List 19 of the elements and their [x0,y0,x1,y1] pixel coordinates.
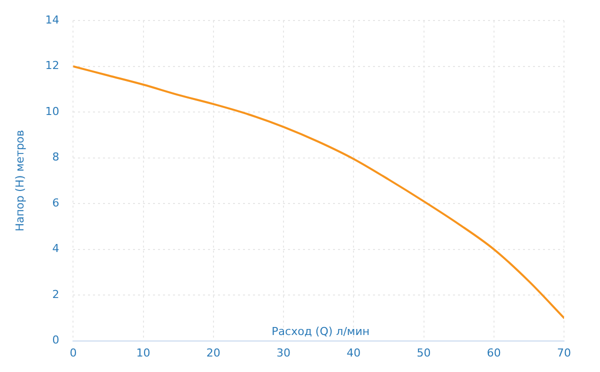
y-tick-label: 4 [52,242,60,256]
x-tick-label: 70 [557,346,571,360]
x-tick-label: 10 [136,346,150,360]
x-tick-label: 60 [486,346,501,360]
y-tick-label: 0 [52,334,60,347]
line-series [73,65,564,319]
y-axis-title: Напор (H) метров [13,130,26,232]
y-tick-label: 6 [52,196,60,210]
x-tick-label: 20 [206,346,220,360]
y-tick-label: 2 [52,288,60,301]
x-tick-label: 50 [416,346,431,360]
x-axis-title: Расход (Q) л/мин [272,325,370,338]
x-tick-label: 0 [70,346,77,360]
x-tick-label: 40 [346,346,361,360]
y-tick-label: 8 [52,150,60,164]
y-tick-label: 12 [45,59,60,72]
y-tick-label: 14 [45,13,60,26]
y-tick-label: 10 [45,104,60,118]
x-tick-label: 30 [276,346,291,360]
